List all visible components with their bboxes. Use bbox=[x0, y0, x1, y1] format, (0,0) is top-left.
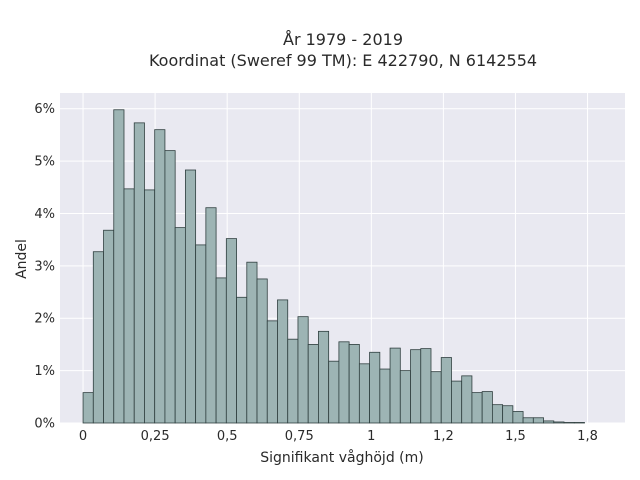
histogram-bar bbox=[236, 296, 248, 424]
histogram-bar bbox=[277, 299, 289, 424]
histogram-bar bbox=[543, 420, 555, 424]
y-tick-label: 2% bbox=[34, 312, 55, 327]
histogram-bar bbox=[318, 330, 330, 424]
histogram-bar bbox=[113, 109, 125, 424]
histogram-bar bbox=[92, 251, 104, 424]
histogram-bar bbox=[358, 363, 370, 424]
histogram-bar bbox=[379, 368, 391, 424]
histogram-bar bbox=[256, 278, 268, 424]
x-tick-label: 0,25 bbox=[141, 429, 170, 444]
histogram-bar bbox=[399, 370, 411, 424]
histogram-bar bbox=[297, 316, 309, 424]
histogram-bar bbox=[481, 391, 493, 424]
x-tick-label: 0 bbox=[79, 429, 87, 444]
y-tick-label: 4% bbox=[34, 207, 55, 222]
tick-labels: 0 0,25 0,5 0,75 1 1,2 1,5 1,8 0% 1% 2% 3% 4% 5% 6% bbox=[34, 102, 597, 444]
histogram-bar bbox=[389, 347, 401, 424]
histogram-bar bbox=[348, 344, 360, 424]
histogram-bar bbox=[430, 371, 442, 424]
histogram-bar bbox=[553, 421, 565, 424]
histogram-bar bbox=[491, 404, 504, 424]
y-axis-label: Andel bbox=[14, 239, 30, 279]
histogram-bar bbox=[328, 360, 340, 424]
histogram-bar bbox=[144, 189, 156, 424]
histogram-bar bbox=[573, 422, 585, 424]
x-tick-label: 1,5 bbox=[505, 429, 526, 444]
histogram-bar bbox=[440, 357, 452, 424]
histogram-bar bbox=[225, 238, 237, 424]
histogram-bar bbox=[338, 341, 350, 424]
x-tick-label: 0,75 bbox=[285, 429, 314, 444]
histogram-bar bbox=[512, 411, 524, 424]
y-tick-label: 3% bbox=[34, 259, 55, 274]
histogram-bar bbox=[471, 392, 483, 424]
histogram-bar bbox=[410, 349, 422, 424]
histogram-bar bbox=[133, 122, 145, 424]
histogram-bar bbox=[420, 348, 432, 424]
histogram-bar bbox=[82, 392, 94, 424]
y-tick-label: 5% bbox=[34, 155, 55, 170]
x-tick-label: 1,2 bbox=[433, 429, 454, 444]
histogram-bar bbox=[184, 169, 197, 424]
histogram-bar bbox=[174, 227, 186, 424]
x-axis-label: Signifikant våghöjd (m) bbox=[260, 449, 423, 466]
histogram-bar bbox=[164, 150, 176, 424]
histogram-bar bbox=[266, 320, 278, 424]
histogram-bar bbox=[195, 244, 207, 424]
histogram-bar bbox=[532, 417, 544, 424]
histogram-bar bbox=[461, 375, 473, 424]
y-tick-label: 0% bbox=[34, 417, 55, 432]
y-tick-label: 6% bbox=[34, 102, 55, 117]
histogram-bar bbox=[451, 380, 463, 424]
histogram-bar bbox=[103, 229, 115, 424]
histogram-bar bbox=[369, 351, 381, 424]
histogram-bar bbox=[205, 207, 217, 424]
histogram-bar bbox=[215, 277, 227, 424]
chart-title: År 1979 - 2019 bbox=[283, 30, 403, 49]
x-tick-label: 0,5 bbox=[217, 429, 238, 444]
histogram-bar bbox=[246, 261, 258, 424]
histogram-bar bbox=[287, 338, 299, 424]
histogram-bar bbox=[123, 188, 135, 424]
histogram-bar bbox=[502, 405, 514, 424]
histogram-bar bbox=[307, 344, 319, 424]
histogram-bar bbox=[563, 422, 575, 424]
x-tick-label: 1,8 bbox=[577, 429, 598, 444]
y-tick-label: 1% bbox=[34, 364, 55, 379]
bars bbox=[82, 109, 585, 424]
histogram-bar bbox=[522, 417, 534, 424]
x-tick-label: 1 bbox=[367, 429, 375, 444]
chart-subtitle: Koordinat (Sweref 99 TM): E 422790, N 61… bbox=[149, 51, 537, 70]
histogram-bar bbox=[154, 129, 166, 424]
